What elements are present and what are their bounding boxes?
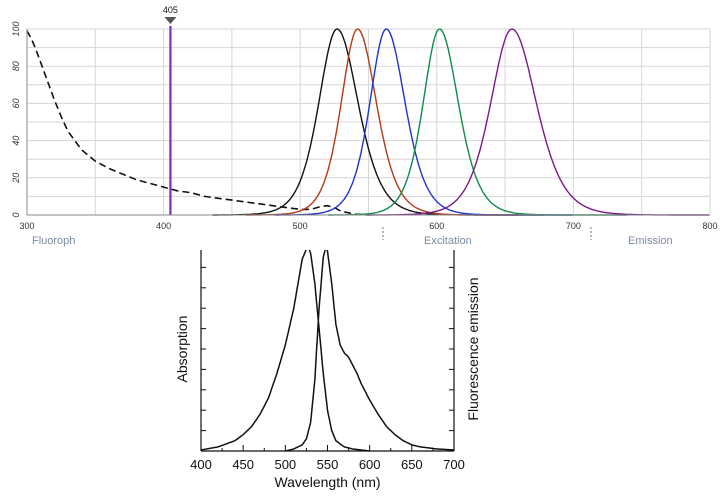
x-tick-label: 400	[156, 221, 171, 231]
legend-cut: Fluoroph Excitation Emission	[32, 235, 673, 247]
x-tick-label: 500	[293, 221, 308, 231]
tick-labels: 300 400 500 600 700 800 0 20 40 60 80 100	[11, 21, 718, 231]
x-tick-label: 500	[274, 457, 296, 472]
absorption-emission-chart: 400 450 500 550 600 650 700 Wavelength (nm) Abso…	[174, 250, 481, 490]
x-axis-label: Wavelength (nm)	[274, 474, 380, 490]
absorption-curve	[200, 250, 370, 452]
x-tick-label: 400	[190, 457, 212, 472]
legend-entry: Excitation	[424, 235, 472, 247]
laser-arrow-icon	[164, 17, 177, 24]
x-tick-label: 700	[443, 457, 465, 472]
y-tick-label: 100	[11, 21, 21, 36]
y-axis-label-right: Fluorescence emission	[465, 277, 481, 420]
curves	[200, 250, 455, 452]
laser-label: 405	[163, 5, 178, 15]
y-tick-label: 80	[11, 61, 21, 71]
spectra-chart: 405 300 400 500 600 700 800 0 20 40 60 80 100 Fluor…	[11, 5, 718, 247]
y-tick-label: 0	[11, 212, 21, 217]
x-tick-label: 800	[702, 221, 717, 231]
legend-entry: Emission	[628, 235, 673, 247]
laser-marker: 405	[163, 5, 178, 215]
x-tick-label: 300	[19, 221, 34, 231]
y-tick-label: 60	[11, 98, 21, 108]
x-tick-label: 700	[566, 221, 581, 231]
labels: 400 450 500 550 600 650 700 Wavelength (nm) Abso…	[174, 277, 481, 490]
y-axis-label-left: Absorption	[174, 316, 190, 383]
legend-entry: Fluoroph	[32, 235, 75, 247]
excitation-curve	[26, 30, 369, 216]
axes	[200, 250, 455, 452]
y-tick-label: 20	[11, 173, 21, 184]
emission-curve	[285, 250, 455, 452]
x-tick-label: 600	[429, 221, 444, 231]
y-tick-label: 40	[11, 136, 21, 146]
x-tick-label: 650	[401, 457, 423, 472]
x-tick-label: 550	[317, 457, 339, 472]
x-tick-label: 600	[359, 457, 381, 472]
x-tick-label: 450	[232, 457, 254, 472]
axes	[26, 29, 710, 240]
